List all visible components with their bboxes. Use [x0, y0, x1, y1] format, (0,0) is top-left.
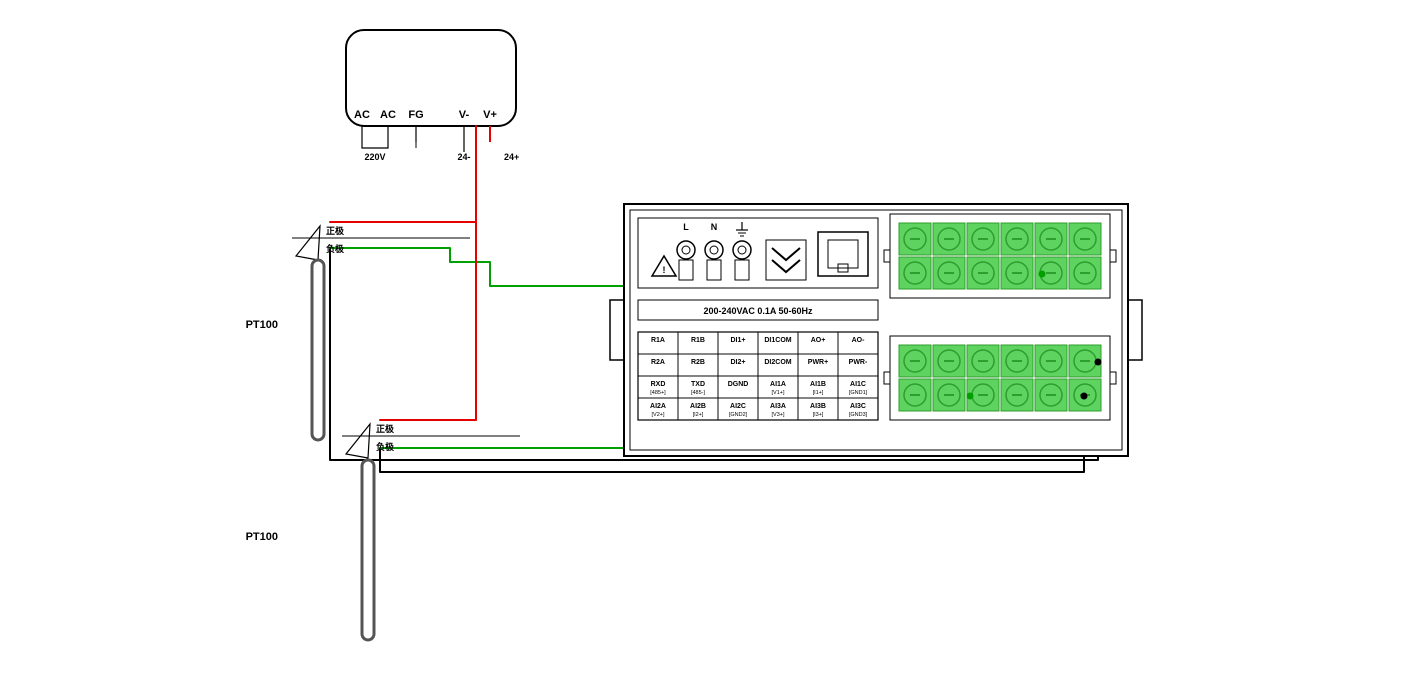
svg-text:R2A: R2A	[651, 359, 665, 366]
svg-text:AO-: AO-	[852, 337, 866, 344]
svg-text:AO+: AO+	[811, 337, 826, 344]
svg-text:[V2+]: [V2+]	[652, 412, 665, 418]
svg-text:R1A: R1A	[651, 337, 665, 344]
svg-text:AC: AC	[354, 109, 370, 121]
svg-text:TXD: TXD	[691, 381, 705, 388]
svg-text:24-: 24-	[457, 152, 470, 162]
svg-text:FG: FG	[408, 109, 423, 121]
svg-text:DI2+: DI2+	[731, 359, 746, 366]
svg-text:AI3C: AI3C	[850, 403, 866, 410]
svg-text:PWR+: PWR+	[808, 359, 828, 366]
svg-text:24+: 24+	[504, 152, 519, 162]
svg-text:AI1A: AI1A	[770, 381, 786, 388]
svg-text:[I1+]: [I1+]	[813, 390, 824, 396]
svg-text:DI2COM: DI2COM	[764, 359, 791, 366]
svg-text:[GND2]: [GND2]	[729, 412, 748, 418]
svg-text:[I2+]: [I2+]	[693, 412, 704, 418]
svg-text:200-240VAC 0.1A 50-60Hz: 200-240VAC 0.1A 50-60Hz	[703, 306, 813, 316]
wiring-diagram: ACACFGV-V+220V24-24+正极负极PT100正极负极PT100LN…	[0, 0, 1418, 676]
svg-text:[V1+]: [V1+]	[772, 390, 785, 396]
svg-text:DGND: DGND	[728, 381, 749, 388]
svg-text:AI3B: AI3B	[810, 403, 826, 410]
svg-text:220V: 220V	[364, 152, 385, 162]
svg-text:正极: 正极	[376, 423, 395, 434]
svg-text:DI1COM: DI1COM	[764, 337, 791, 344]
svg-text:AC: AC	[380, 109, 396, 121]
svg-text:负极: 负极	[376, 441, 395, 452]
svg-text:AI3A: AI3A	[770, 403, 786, 410]
svg-text:[I3+]: [I3+]	[813, 412, 824, 418]
svg-text:[GND3]: [GND3]	[849, 412, 868, 418]
svg-text:AI2C: AI2C	[730, 403, 746, 410]
svg-text:V-: V-	[459, 109, 470, 121]
svg-text:DI1+: DI1+	[731, 337, 746, 344]
svg-text:PT100: PT100	[246, 319, 278, 331]
svg-text:负极: 负极	[326, 243, 345, 254]
svg-text:AI2B: AI2B	[690, 403, 706, 410]
svg-text:[485-]: [485-]	[691, 390, 706, 396]
svg-text:RXD: RXD	[651, 381, 666, 388]
svg-text:[V3+]: [V3+]	[772, 412, 785, 418]
svg-text:V+: V+	[483, 109, 497, 121]
svg-text:PWR-: PWR-	[849, 359, 868, 366]
svg-text:L: L	[683, 222, 689, 232]
svg-text:R1B: R1B	[691, 337, 705, 344]
svg-text:R2B: R2B	[691, 359, 705, 366]
svg-text:[485+]: [485+]	[650, 390, 666, 396]
svg-text:AI2A: AI2A	[650, 403, 666, 410]
svg-text:PT100: PT100	[246, 531, 278, 543]
svg-text:[GND1]: [GND1]	[849, 390, 868, 396]
svg-text:AI1C: AI1C	[850, 381, 866, 388]
svg-text:N: N	[711, 222, 718, 232]
svg-text:AI1B: AI1B	[810, 381, 826, 388]
svg-text:!: !	[663, 265, 666, 275]
svg-text:正极: 正极	[326, 225, 345, 236]
